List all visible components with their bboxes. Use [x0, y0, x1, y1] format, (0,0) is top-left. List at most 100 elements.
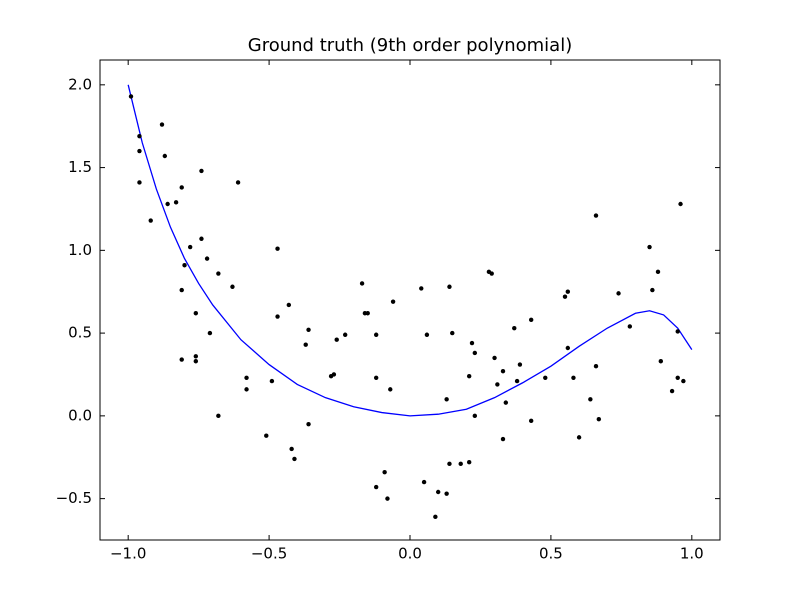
point: [450, 330, 455, 336]
point: [303, 342, 308, 347]
point: [373, 332, 379, 337]
point: [447, 284, 452, 289]
point: [565, 345, 571, 351]
point: [162, 153, 168, 159]
point: [137, 180, 142, 185]
point: [472, 350, 478, 356]
point: [342, 332, 348, 337]
y-tick-label: −0.5: [56, 489, 92, 507]
point: [230, 284, 235, 289]
x-tick-label: −0.5: [251, 545, 287, 563]
point: [137, 133, 142, 139]
point: [199, 236, 204, 241]
point: [373, 484, 379, 490]
point: [275, 246, 280, 251]
point: [655, 269, 661, 275]
point: [503, 400, 509, 405]
point: [179, 357, 184, 362]
point: [675, 375, 680, 380]
point: [204, 256, 210, 261]
x-tick-label: 0.5: [539, 545, 563, 563]
point: [514, 378, 520, 384]
point: [627, 324, 633, 329]
point: [616, 291, 621, 296]
point: [165, 201, 170, 207]
point: [528, 317, 534, 323]
point: [678, 201, 683, 207]
point: [419, 286, 424, 291]
point: [469, 340, 475, 346]
point: [193, 311, 199, 316]
point: [435, 489, 441, 495]
point: [447, 461, 452, 467]
point: [492, 355, 497, 361]
point: [512, 325, 517, 331]
point: [517, 362, 523, 367]
chart-title: Ground truth (9th order polynomial): [248, 35, 572, 56]
point: [244, 375, 249, 380]
point: [235, 180, 241, 185]
point: [472, 413, 478, 419]
point: [593, 364, 599, 369]
point: [500, 436, 506, 442]
point: [571, 375, 576, 380]
y-tick-label: 0.0: [68, 406, 92, 424]
point: [444, 397, 449, 402]
point: [681, 378, 686, 384]
point: [466, 373, 472, 379]
y-tick-label: 1.0: [68, 241, 92, 259]
point: [669, 388, 675, 394]
point: [675, 329, 680, 334]
point: [466, 460, 472, 465]
point: [292, 456, 297, 462]
point: [647, 244, 652, 250]
point: [495, 382, 500, 387]
point: [565, 289, 571, 294]
point: [159, 122, 165, 127]
point: [489, 271, 494, 276]
point: [286, 302, 292, 308]
point: [207, 330, 213, 336]
point: [390, 299, 396, 304]
point: [382, 469, 387, 475]
point: [216, 413, 221, 419]
curve: [127, 84, 693, 417]
point: [306, 327, 311, 332]
plot-frame: [99, 59, 721, 541]
point: [543, 375, 548, 380]
point: [216, 271, 221, 276]
point: [596, 416, 602, 422]
point: [173, 200, 179, 205]
point: [528, 418, 534, 424]
point: [593, 213, 599, 218]
point: [385, 496, 390, 501]
x-tick-label: 0.0: [398, 545, 422, 563]
point: [433, 514, 438, 520]
point: [421, 479, 427, 485]
point: [359, 281, 365, 286]
x-tick-label: −1.0: [110, 545, 146, 563]
point: [137, 148, 142, 154]
point: [388, 387, 393, 392]
y-tick-label: 0.5: [68, 324, 92, 342]
point: [500, 368, 506, 374]
point: [179, 287, 184, 293]
point: [334, 337, 339, 342]
point: [269, 378, 275, 384]
point: [264, 433, 269, 438]
point: [244, 387, 249, 392]
point: [128, 94, 134, 99]
point: [365, 311, 370, 316]
point: [187, 244, 193, 250]
point: [182, 263, 187, 268]
point: [193, 354, 199, 359]
point: [148, 218, 153, 223]
point: [658, 359, 664, 364]
point: [179, 185, 184, 190]
point: [424, 332, 430, 337]
y-tick-label: 1.5: [68, 158, 92, 176]
point: [562, 294, 568, 299]
point: [576, 435, 582, 440]
y-tick-label: 2.0: [68, 75, 92, 93]
